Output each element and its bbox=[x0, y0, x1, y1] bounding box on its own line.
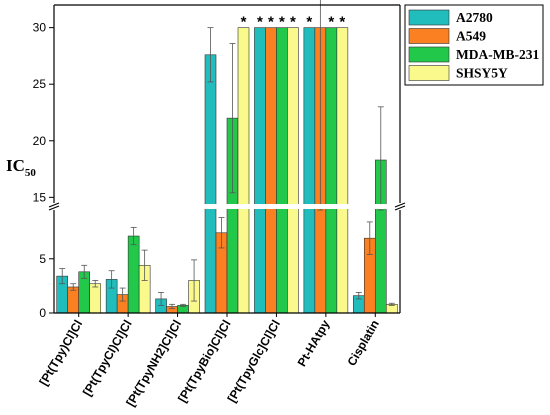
bar-SHSY5Y-4 bbox=[287, 27, 299, 314]
significance-star-SHSY5Y-3: * bbox=[241, 14, 247, 31]
axis-break-band bbox=[50, 204, 404, 209]
x-tick-label-5: Pt-HAtpy bbox=[295, 317, 333, 369]
y-tick-label-15: 15 bbox=[33, 190, 47, 204]
x-tick-label-1: [Pt(TpyCl)Cl]Cl bbox=[80, 318, 135, 399]
legend-label-A549: A549 bbox=[456, 29, 486, 44]
significance-star-A2780-5: * bbox=[306, 14, 312, 31]
legend-swatch-A549 bbox=[408, 28, 450, 44]
significance-star-MDA-MB-231-4: * bbox=[279, 14, 285, 31]
significance-star-SHSY5Y-4: * bbox=[290, 14, 296, 31]
significance-star-SHSY5Y-5: * bbox=[339, 14, 345, 31]
x-tick-label-6: Cisplatin bbox=[344, 318, 381, 369]
legend-swatch-MDA-MB-231 bbox=[408, 46, 450, 63]
bar-A2780-4 bbox=[254, 27, 266, 314]
legend-label-SHSY5Y: SHSY5Y bbox=[456, 66, 508, 81]
x-tick-label-4: [Pt(TpyGlc]Cl]Cl bbox=[225, 318, 283, 405]
significance-star-A549-4: * bbox=[268, 14, 274, 31]
y-tick-label-25: 25 bbox=[33, 77, 47, 91]
legend-swatch-A2780 bbox=[408, 9, 450, 26]
bar-A2780-5 bbox=[303, 27, 316, 314]
x-tick-label-0: [Pt(Tpy)Cl]Cl bbox=[37, 318, 86, 389]
bar-A2780-3 bbox=[204, 54, 217, 314]
y-tick-label-20: 20 bbox=[33, 134, 47, 148]
significance-star-MDA-MB-231-5: * bbox=[328, 14, 334, 31]
y-tick-label-30: 30 bbox=[33, 21, 47, 35]
legend-label-A2780: A2780 bbox=[456, 10, 493, 25]
x-tick-label-2: [Pt(TpyNH2]Cl]Cl bbox=[123, 318, 184, 409]
bar-A549-4 bbox=[265, 27, 277, 314]
axis-break-mark-right-1 bbox=[394, 205, 406, 211]
axis-break-mark-right-0 bbox=[394, 202, 406, 208]
y-axis-label: IC50 bbox=[6, 156, 36, 179]
bar-SHSY5Y-5 bbox=[336, 27, 349, 314]
axis-break-mark-left-0 bbox=[48, 202, 60, 208]
significance-star-A2780-4: * bbox=[257, 14, 263, 31]
y-tick-label-0: 0 bbox=[39, 306, 46, 320]
bar-A549-0 bbox=[67, 286, 80, 314]
x-tick-label-3: [Pt(TpyBio]Cl]Cl bbox=[175, 318, 233, 405]
legend-label-MDA-MB-231: MDA-MB-231 bbox=[456, 47, 539, 62]
bar-MDA-MB-231-5 bbox=[325, 27, 338, 314]
legend-swatch-SHSY5Y bbox=[408, 65, 450, 81]
bar-SHSY5Y-3 bbox=[237, 27, 250, 314]
bar-MDA-MB-231-1 bbox=[127, 235, 140, 314]
y-tick-label-5: 5 bbox=[39, 252, 46, 266]
axis-break-mark-left-1 bbox=[48, 205, 60, 211]
bar-MDA-MB-231-4 bbox=[276, 27, 288, 314]
bar-SHSY5Y-0 bbox=[89, 283, 102, 314]
